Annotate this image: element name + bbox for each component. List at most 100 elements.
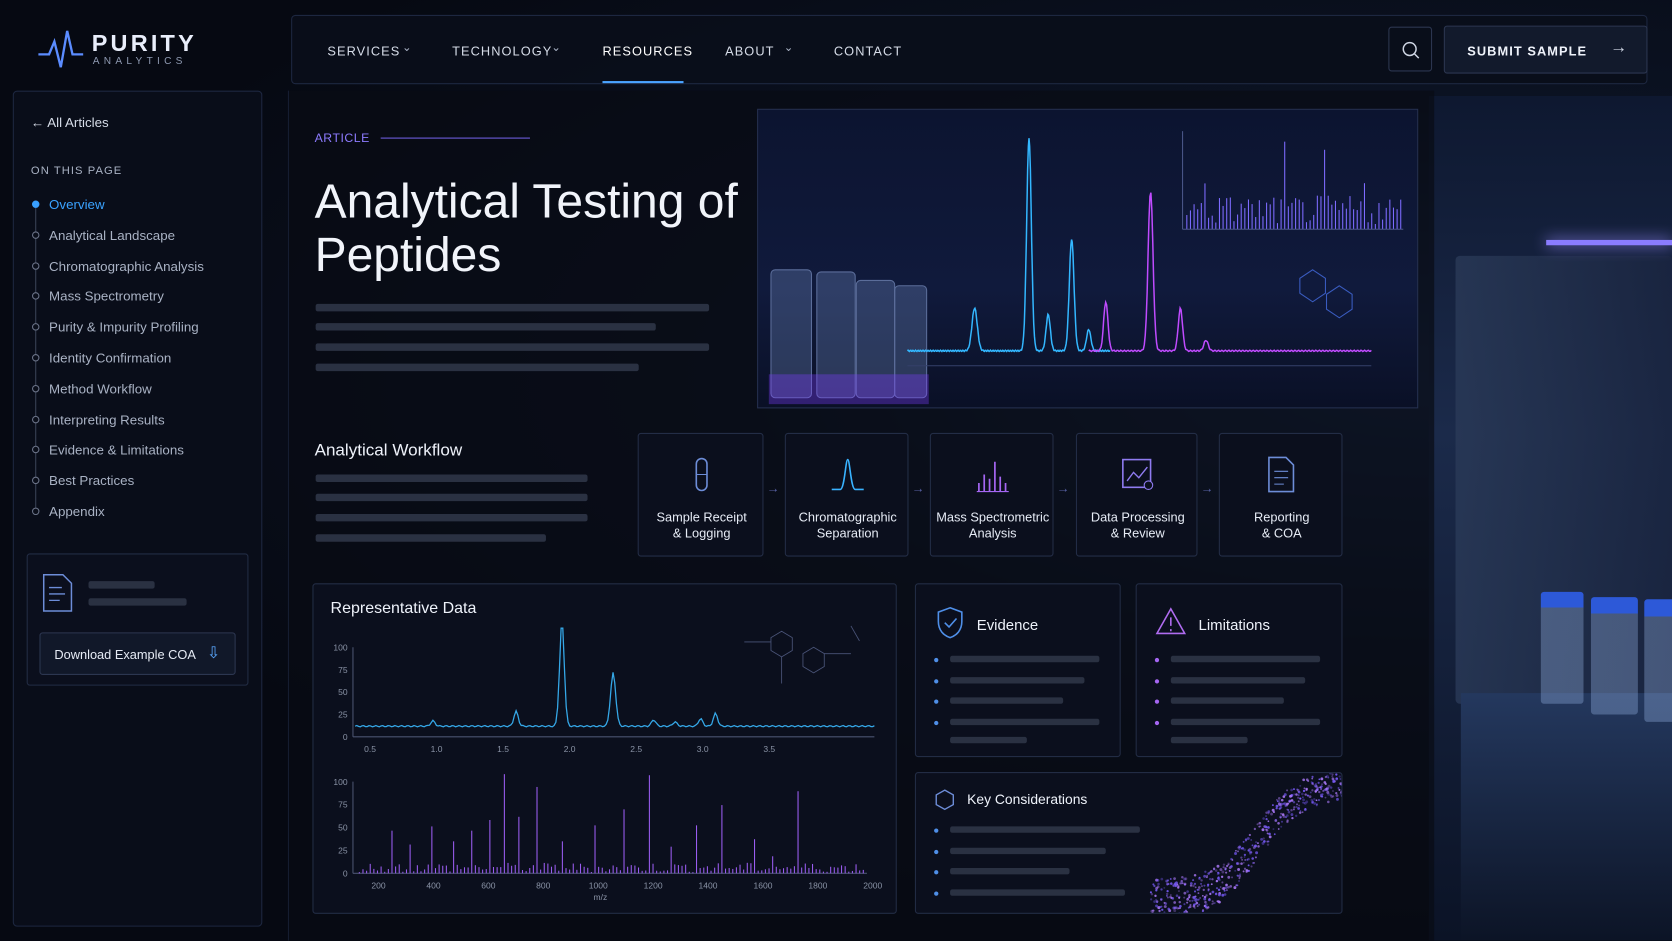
placeholder-line: [315, 323, 656, 331]
particle: [1297, 807, 1300, 810]
particle: [1255, 851, 1259, 855]
particle: [1219, 868, 1223, 872]
workflow-step: Sample Receipt & Logging: [637, 432, 764, 557]
particle: [1323, 781, 1327, 784]
placeholder-line: [950, 697, 1064, 704]
particle: [1207, 889, 1210, 892]
particle: [1327, 800, 1330, 804]
particle: [1309, 791, 1312, 794]
particle: [1262, 817, 1265, 820]
particle: [1180, 881, 1183, 885]
particle: [1216, 876, 1220, 880]
particle: [1238, 845, 1242, 849]
particle: [1270, 812, 1273, 816]
toc-item[interactable]: Identity Confirmation: [49, 350, 172, 366]
nav-item[interactable]: RESOURCES: [602, 43, 694, 59]
download-button[interactable]: Download Example COA ⇩: [39, 632, 236, 675]
toc-item[interactable]: Method Workflow: [49, 381, 152, 397]
particle: [1243, 867, 1247, 870]
particle: [1152, 909, 1155, 912]
particle: [1213, 901, 1216, 905]
particle: [1244, 838, 1248, 841]
particle: [1301, 792, 1304, 796]
particle: [1227, 885, 1230, 889]
particle: [1305, 800, 1309, 804]
particle: [1274, 818, 1277, 821]
particle: [1317, 781, 1320, 784]
particle: [1320, 795, 1324, 798]
submit-button[interactable]: SUBMIT SAMPLE →: [1443, 25, 1648, 74]
step-arrow: →: [911, 480, 925, 496]
placeholder-line: [315, 493, 588, 502]
y-tick-label: 75: [338, 800, 348, 810]
nav-item[interactable]: ABOUT: [725, 43, 775, 59]
particle: [1297, 794, 1300, 797]
placeholder-line: [1170, 676, 1306, 683]
search-button[interactable]: [1388, 26, 1433, 72]
particle: [1289, 794, 1293, 798]
placeholder-line: [315, 343, 710, 351]
particle: [1242, 840, 1245, 843]
nav-item[interactable]: CONTACT: [833, 43, 903, 59]
step-label: Reporting: [1253, 509, 1310, 525]
particle: [1207, 872, 1210, 875]
particle: [1216, 864, 1220, 868]
particle: [1203, 884, 1206, 887]
particle: [1275, 807, 1278, 810]
placeholder-line: [950, 655, 1100, 663]
nav-item[interactable]: TECHNOLOGY: [452, 43, 553, 59]
placeholder-line: [1170, 736, 1248, 744]
bullet-dot: [1154, 657, 1160, 663]
toc-item[interactable]: Best Practices: [49, 473, 135, 489]
toc-item[interactable]: Analytical Landscape: [49, 227, 176, 243]
toc-item[interactable]: Overview: [49, 197, 105, 213]
particle: [1231, 876, 1234, 879]
particle: [1329, 773, 1332, 775]
particle: [1256, 823, 1259, 826]
toc-item[interactable]: Mass Spectrometry: [49, 289, 164, 305]
particle: [1311, 777, 1314, 780]
particle: [1181, 876, 1184, 879]
x-tick-label: 1.5: [497, 744, 509, 754]
particle: [1203, 874, 1207, 878]
vial: [1644, 599, 1672, 722]
particle: [1244, 859, 1247, 861]
toc-dot: [31, 446, 40, 454]
particle: [1178, 890, 1180, 892]
toc-item[interactable]: Purity & Impurity Profiling: [49, 320, 199, 336]
chromatogram-trace: [354, 627, 875, 728]
back-link[interactable]: ← All Articles: [30, 115, 109, 131]
bullet-dot: [934, 699, 939, 704]
toc-dot: [31, 261, 40, 270]
particle: [1212, 902, 1215, 905]
placeholder-line: [1170, 655, 1321, 663]
toc-item[interactable]: Appendix: [49, 504, 105, 520]
particle: [1221, 881, 1224, 884]
particle: [1253, 862, 1255, 864]
particle: [1247, 849, 1250, 852]
particle: [1215, 879, 1219, 883]
vial: [1540, 591, 1584, 704]
particle: [1280, 825, 1283, 828]
toc-dot: [31, 354, 40, 362]
particle: [1183, 882, 1187, 886]
placeholder-line: [950, 847, 1106, 854]
particle: [1225, 871, 1228, 874]
particle: [1165, 879, 1169, 883]
arrow-icon: →: [1610, 38, 1628, 57]
particle: [1266, 840, 1269, 843]
particle: [1337, 786, 1340, 789]
particle: [1295, 814, 1298, 817]
particle: [1297, 790, 1301, 794]
nav-item[interactable]: SERVICES: [327, 43, 401, 59]
particle: [1188, 899, 1191, 902]
particle: [1279, 803, 1282, 806]
toc-item[interactable]: Chromatographic Analysis: [49, 258, 204, 274]
toc-item[interactable]: Interpreting Results: [49, 412, 165, 428]
search-icon: [1402, 41, 1420, 59]
nav-underline: [602, 81, 684, 84]
toc-item[interactable]: Evidence & Limitations: [49, 442, 184, 458]
particle: [1291, 816, 1294, 820]
particle: [1150, 892, 1154, 896]
particle: [1240, 862, 1243, 865]
